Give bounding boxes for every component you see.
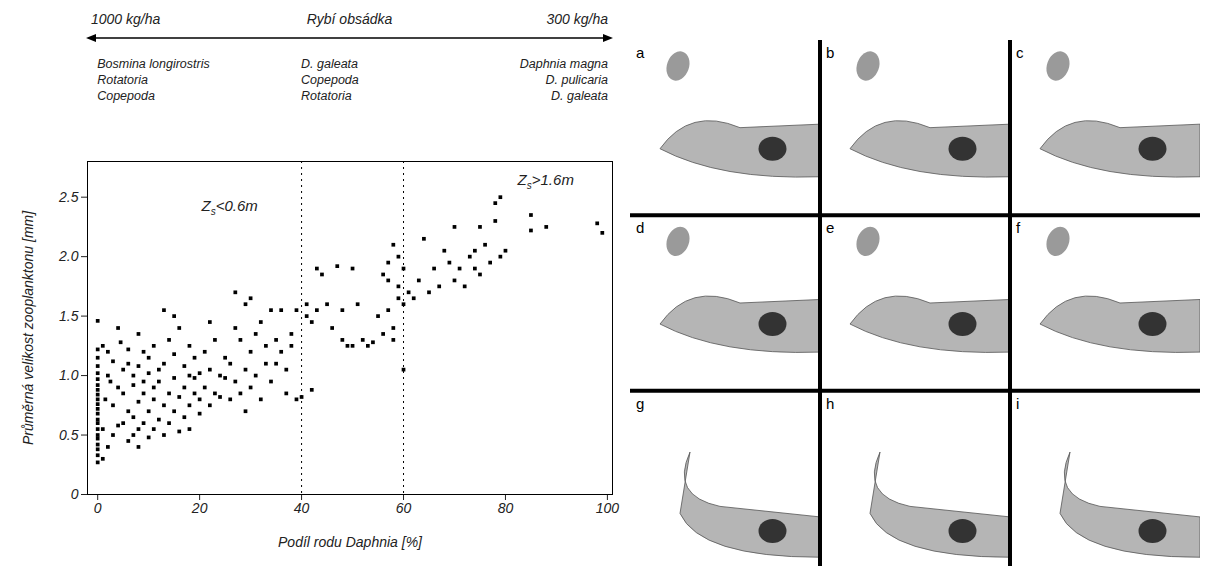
svg-text:0: 0 xyxy=(71,486,79,502)
svg-text:300 kg/ha: 300 kg/ha xyxy=(547,11,609,27)
svg-text:Copepoda: Copepoda xyxy=(97,89,155,103)
svg-text:Průměrná velikost zooplanktonu: Průměrná velikost zooplanktonu [mm] xyxy=(20,210,36,445)
svg-text:Rotatoria: Rotatoria xyxy=(97,73,148,87)
svg-text:Rybí obsádka: Rybí obsádka xyxy=(307,11,393,27)
svg-text:Zs>1.6m: Zs>1.6m xyxy=(517,171,574,191)
svg-text:100: 100 xyxy=(596,500,620,516)
svg-text:Rotatoria: Rotatoria xyxy=(301,89,352,103)
svg-text:h: h xyxy=(826,395,834,412)
svg-text:1.5: 1.5 xyxy=(59,308,79,324)
svg-text:0.5: 0.5 xyxy=(59,427,79,443)
svg-text:e: e xyxy=(826,219,834,236)
svg-text:60: 60 xyxy=(396,500,412,516)
svg-text:2.0: 2.0 xyxy=(58,248,79,264)
svg-text:d: d xyxy=(636,219,644,236)
svg-text:Bosmina longirostris: Bosmina longirostris xyxy=(97,57,210,71)
svg-text:1000 kg/ha: 1000 kg/ha xyxy=(91,11,160,27)
svg-text:Zs<0.6m: Zs<0.6m xyxy=(201,197,258,217)
svg-text:D. galeata: D. galeata xyxy=(301,57,358,71)
svg-text:g: g xyxy=(636,395,644,412)
svg-text:b: b xyxy=(826,44,834,61)
svg-text:Daphnia magna: Daphnia magna xyxy=(520,57,608,71)
svg-text:Podíl rodu Daphnia [%]: Podíl rodu Daphnia [%] xyxy=(278,534,423,550)
svg-text:c: c xyxy=(1016,44,1024,61)
svg-text:f: f xyxy=(1016,219,1021,236)
svg-text:1.0: 1.0 xyxy=(59,367,79,383)
svg-text:80: 80 xyxy=(498,500,514,516)
svg-text:2.5: 2.5 xyxy=(58,189,79,205)
svg-text:D. galeata: D. galeata xyxy=(551,89,608,103)
svg-text:a: a xyxy=(636,44,645,61)
svg-text:D. pulicaria: D. pulicaria xyxy=(545,73,608,87)
svg-text:20: 20 xyxy=(191,500,208,516)
svg-text:i: i xyxy=(1016,395,1019,412)
svg-text:Copepoda: Copepoda xyxy=(301,73,359,87)
svg-text:40: 40 xyxy=(294,500,310,516)
svg-text:0: 0 xyxy=(94,500,102,516)
